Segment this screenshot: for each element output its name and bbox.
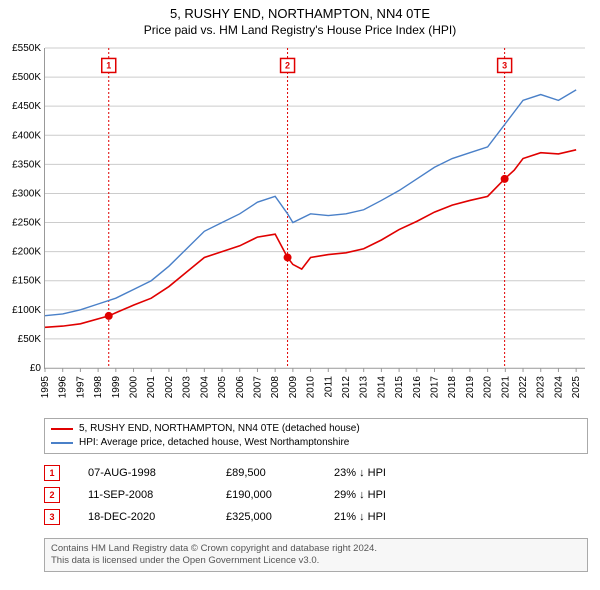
svg-text:2: 2 (285, 60, 290, 70)
svg-text:£100K: £100K (12, 305, 41, 316)
svg-text:2019: 2019 (465, 376, 476, 399)
legend-item: HPI: Average price, detached house, West… (51, 436, 581, 450)
svg-text:£300K: £300K (12, 188, 41, 199)
transaction-marker: 2 (44, 487, 60, 503)
transaction-date: 07-AUG-1998 (88, 467, 198, 479)
transaction-row: 3 18-DEC-2020 £325,000 21% ↓ HPI (44, 506, 574, 528)
svg-text:2015: 2015 (394, 376, 405, 399)
svg-text:2020: 2020 (483, 376, 494, 399)
transaction-delta: 23% ↓ HPI (334, 467, 386, 479)
transaction-delta: 21% ↓ HPI (334, 511, 386, 523)
svg-text:£550K: £550K (12, 43, 41, 54)
chart-legend: 5, RUSHY END, NORTHAMPTON, NN4 0TE (deta… (44, 418, 588, 454)
svg-text:2016: 2016 (412, 376, 423, 399)
chart-title-address: 5, RUSHY END, NORTHAMPTON, NN4 0TE (0, 6, 600, 21)
svg-text:1996: 1996 (58, 376, 69, 399)
svg-text:£350K: £350K (12, 159, 41, 170)
svg-text:£50K: £50K (18, 334, 42, 345)
svg-text:£250K: £250K (12, 218, 41, 229)
transaction-price: £89,500 (226, 467, 306, 479)
svg-text:£400K: £400K (12, 130, 41, 141)
legend-label: HPI: Average price, detached house, West… (79, 436, 349, 450)
svg-text:£150K: £150K (12, 276, 41, 287)
svg-text:1998: 1998 (93, 376, 104, 399)
transaction-date: 11-SEP-2008 (88, 489, 198, 501)
svg-text:2004: 2004 (199, 376, 210, 399)
svg-text:1: 1 (106, 60, 111, 70)
svg-text:£200K: £200K (12, 247, 41, 258)
svg-text:£450K: £450K (12, 101, 41, 112)
footer-line-2: This data is licensed under the Open Gov… (51, 555, 581, 567)
transactions-table: 1 07-AUG-1998 £89,500 23% ↓ HPI 2 11-SEP… (44, 462, 574, 528)
svg-text:2022: 2022 (518, 376, 529, 399)
svg-text:1997: 1997 (75, 376, 86, 399)
svg-text:2024: 2024 (553, 376, 564, 399)
price-chart: £0£50K£100K£150K£200K£250K£300K£350K£400… (44, 48, 585, 369)
svg-text:2009: 2009 (288, 376, 299, 399)
svg-text:2025: 2025 (571, 376, 582, 399)
transaction-price: £190,000 (226, 489, 306, 501)
svg-text:2011: 2011 (323, 376, 334, 398)
attribution-footer: Contains HM Land Registry data © Crown c… (44, 538, 588, 572)
svg-text:2000: 2000 (129, 376, 140, 399)
svg-text:2007: 2007 (252, 376, 263, 399)
svg-text:2018: 2018 (447, 376, 458, 399)
svg-text:2006: 2006 (235, 376, 246, 399)
chart-subtitle: Price paid vs. HM Land Registry's House … (0, 23, 600, 37)
legend-item: 5, RUSHY END, NORTHAMPTON, NN4 0TE (deta… (51, 422, 581, 436)
svg-text:2017: 2017 (430, 376, 441, 399)
legend-label: 5, RUSHY END, NORTHAMPTON, NN4 0TE (deta… (79, 422, 360, 436)
svg-text:2005: 2005 (217, 376, 228, 399)
transaction-marker: 1 (44, 465, 60, 481)
svg-text:2021: 2021 (500, 376, 511, 399)
svg-text:£0: £0 (30, 363, 42, 374)
transaction-marker: 3 (44, 509, 60, 525)
svg-text:2023: 2023 (536, 376, 547, 399)
svg-text:1995: 1995 (40, 376, 51, 399)
svg-text:2013: 2013 (359, 376, 370, 399)
transaction-price: £325,000 (226, 511, 306, 523)
svg-text:2002: 2002 (164, 376, 175, 399)
footer-line-1: Contains HM Land Registry data © Crown c… (51, 543, 581, 555)
svg-text:2003: 2003 (182, 376, 193, 399)
svg-text:2014: 2014 (376, 376, 387, 399)
transaction-row: 1 07-AUG-1998 £89,500 23% ↓ HPI (44, 462, 574, 484)
transaction-delta: 29% ↓ HPI (334, 489, 386, 501)
transaction-date: 18-DEC-2020 (88, 511, 198, 523)
svg-text:2010: 2010 (306, 376, 317, 399)
svg-text:2001: 2001 (146, 376, 157, 399)
svg-text:3: 3 (502, 60, 507, 70)
svg-text:1999: 1999 (111, 376, 122, 399)
transaction-row: 2 11-SEP-2008 £190,000 29% ↓ HPI (44, 484, 574, 506)
svg-text:2008: 2008 (270, 376, 281, 399)
svg-text:£500K: £500K (12, 72, 41, 83)
svg-text:2012: 2012 (341, 376, 352, 399)
